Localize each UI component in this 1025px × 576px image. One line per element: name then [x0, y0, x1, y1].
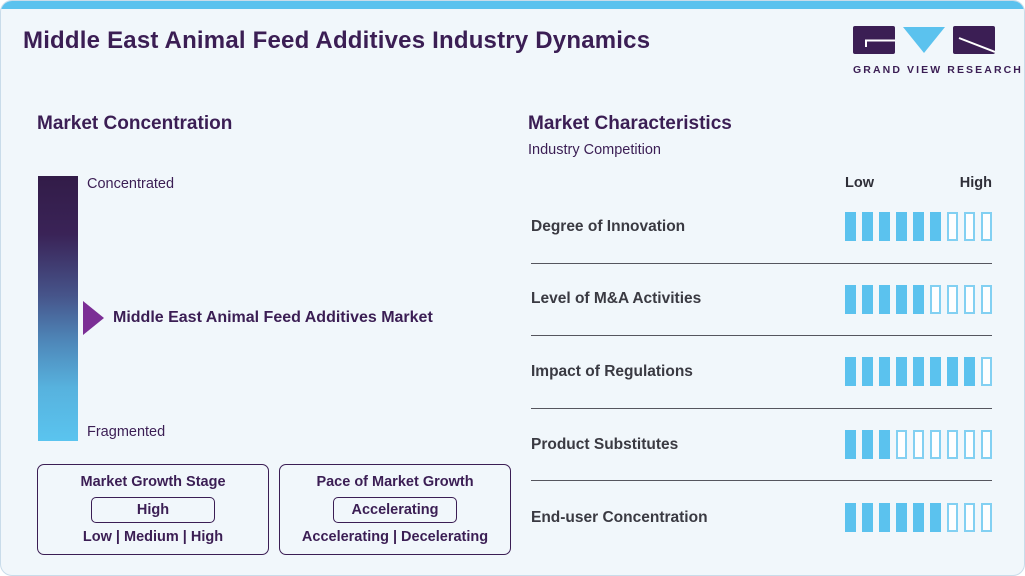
- gvr-logo: GRAND VIEW RESEARCH: [853, 26, 1023, 76]
- market-concentration-heading: Market Concentration: [37, 113, 233, 134]
- market-position-arrow-icon: [83, 301, 104, 335]
- page-title: Middle East Animal Feed Additives Indust…: [23, 27, 651, 54]
- rating-segment-filled: [862, 212, 873, 242]
- rating-segment-empty: [964, 503, 975, 533]
- rating-segment-filled: [913, 284, 924, 314]
- concentrated-label: Concentrated: [87, 176, 175, 192]
- characteristic-label: Impact of Regulations: [531, 362, 693, 380]
- rating-segment-filled: [862, 430, 873, 460]
- rating-segment-empty: [913, 430, 924, 460]
- rating-segment-filled: [879, 212, 890, 242]
- rating-segment-empty: [964, 430, 975, 460]
- rating-segment-filled: [930, 503, 941, 533]
- rating-segment-filled: [896, 503, 907, 533]
- characteristic-row: Impact of Regulations: [531, 336, 992, 409]
- pace-title: Pace of Market Growth: [316, 474, 474, 490]
- rating-segment-filled: [879, 284, 890, 314]
- rating-segment-filled: [930, 357, 941, 387]
- characteristic-row: Product Substitutes: [531, 409, 992, 482]
- rating-segment-empty: [947, 212, 958, 242]
- rating-bar: [845, 430, 992, 460]
- rating-segment-empty: [981, 357, 992, 387]
- rating-segment-filled: [913, 357, 924, 387]
- characteristic-label: Degree of Innovation: [531, 217, 686, 235]
- market-position-label: Middle East Animal Feed Additives Market: [113, 309, 433, 326]
- rating-segment-empty: [930, 284, 941, 314]
- rating-bar: [845, 357, 992, 387]
- rating-segment-empty: [947, 503, 958, 533]
- characteristics-rows: Degree of Innovation Level of M&A Activit…: [531, 191, 992, 554]
- rating-segment-filled: [896, 212, 907, 242]
- rating-segment-filled: [879, 430, 890, 460]
- characteristic-row: End-user Concentration: [531, 481, 992, 554]
- market-characteristics-heading: Market Characteristics: [528, 113, 732, 134]
- rating-segment-filled: [845, 212, 856, 242]
- rating-segment-filled: [964, 357, 975, 387]
- growth-stage-value-badge: High: [91, 496, 215, 523]
- rating-segment-empty: [947, 430, 958, 460]
- pace-value-badge: Accelerating: [333, 496, 457, 523]
- rating-segment-empty: [930, 430, 941, 460]
- scale-high-label: High: [959, 175, 992, 191]
- characteristic-label: Level of M&A Activities: [531, 290, 702, 308]
- rating-bar: [845, 503, 992, 533]
- rating-segment-filled: [862, 503, 873, 533]
- rating-segment-filled: [930, 212, 941, 242]
- rating-segment-empty: [981, 503, 992, 533]
- characteristic-row: Degree of Innovation: [531, 191, 992, 264]
- gvr-logo-icon: [853, 26, 996, 54]
- rating-segment-empty: [896, 430, 907, 460]
- pace-options: Accelerating | Decelerating: [301, 529, 489, 545]
- rating-segment-filled: [896, 284, 907, 314]
- concentration-gradient-bar: [38, 176, 78, 441]
- rating-bar: [845, 284, 992, 314]
- top-accent-bar: [1, 1, 1024, 9]
- characteristic-row: Level of M&A Activities: [531, 264, 992, 337]
- rating-segment-filled: [879, 503, 890, 533]
- scale-low-label: Low: [845, 175, 874, 191]
- rating-segment-empty: [981, 212, 992, 242]
- rating-segment-filled: [879, 357, 890, 387]
- growth-stage-title: Market Growth Stage: [80, 474, 226, 490]
- rating-scale-labels: Low High: [845, 175, 992, 191]
- rating-segment-filled: [896, 357, 907, 387]
- rating-segment-filled: [913, 503, 924, 533]
- industry-competition-subheading: Industry Competition: [528, 142, 661, 158]
- gvr-logo-text: GRAND VIEW RESEARCH: [853, 64, 1023, 76]
- rating-segment-empty: [947, 284, 958, 314]
- rating-segment-empty: [964, 212, 975, 242]
- rating-segment-empty: [964, 284, 975, 314]
- rating-segment-filled: [845, 430, 856, 460]
- rating-segment-filled: [845, 284, 856, 314]
- rating-segment-empty: [981, 284, 992, 314]
- rating-segment-filled: [862, 284, 873, 314]
- rating-segment-filled: [862, 357, 873, 387]
- rating-segment-filled: [947, 357, 958, 387]
- characteristic-label: End-user Concentration: [531, 508, 708, 526]
- rating-segment-filled: [913, 212, 924, 242]
- pace-of-growth-box: Pace of Market Growth Accelerating Accel…: [279, 464, 511, 555]
- market-growth-stage-box: Market Growth Stage High Low | Medium | …: [37, 464, 269, 555]
- characteristic-label: Product Substitutes: [531, 435, 679, 453]
- rating-segment-empty: [981, 430, 992, 460]
- rating-bar: [845, 212, 992, 242]
- growth-stage-options: Low | Medium | High: [82, 529, 224, 545]
- rating-segment-filled: [845, 357, 856, 387]
- fragmented-label: Fragmented: [87, 424, 166, 440]
- rating-segment-filled: [845, 503, 856, 533]
